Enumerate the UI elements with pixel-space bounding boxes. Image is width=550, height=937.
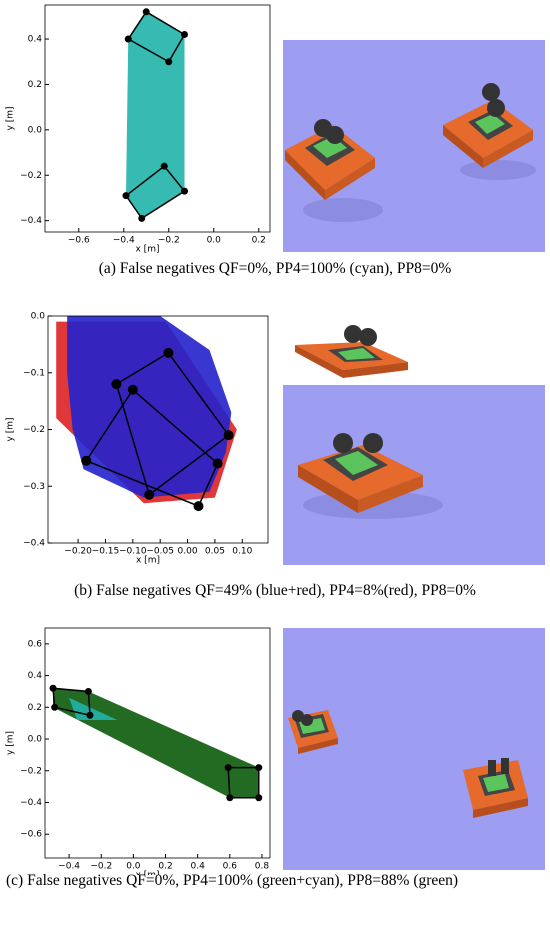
contact-point xyxy=(223,430,234,441)
x-tick-label: −0.15 xyxy=(92,547,120,557)
contact-point xyxy=(49,684,57,692)
y-tick-label: 0.0 xyxy=(28,125,43,135)
contact-point xyxy=(138,214,146,222)
y-axis-label: y [m] xyxy=(6,418,16,442)
contact-point xyxy=(160,162,168,170)
render-b-bottom xyxy=(283,385,545,565)
contact-point xyxy=(212,458,223,469)
contact-point xyxy=(181,31,188,39)
y-tick-label: −0.1 xyxy=(23,368,45,378)
contact-point xyxy=(255,794,263,802)
x-tick-label: 0.2 xyxy=(158,862,172,872)
y-tick-label: −0.4 xyxy=(23,539,45,549)
caption: (b) False negatives QF=49% (blue+red), P… xyxy=(74,582,476,599)
x-tick-label: −0.4 xyxy=(113,236,135,246)
contact-point xyxy=(86,711,94,719)
y-tick-label: −0.4 xyxy=(20,798,42,808)
x-tick-label: −0.05 xyxy=(146,547,174,557)
x-tick-label: −0.4 xyxy=(58,862,80,872)
plot-a: −0.6 −0.4 −0.2 0.0 0.2 −0.4 −0.2 0.0 0.2 0.4 x [m]… xyxy=(6,4,271,255)
y-tick-label: −0.3 xyxy=(23,482,45,492)
contact-point xyxy=(224,764,232,772)
region xyxy=(67,316,232,498)
axes-frame xyxy=(44,627,271,859)
x-tick-label: 0.0 xyxy=(126,862,141,872)
render-a xyxy=(283,40,545,252)
y-tick-label: 0.0 xyxy=(28,735,43,745)
y-tick-label: 0.2 xyxy=(28,80,42,90)
y-tick-label: −0.6 xyxy=(20,830,42,840)
contact-point xyxy=(111,379,122,390)
y-tick-label: 0.4 xyxy=(28,35,43,45)
axes-frame xyxy=(44,4,271,233)
y-axis-label: y [m] xyxy=(6,731,16,755)
y-tick-label: −0.2 xyxy=(20,766,42,776)
y-tick-label: −0.2 xyxy=(20,171,42,181)
x-tick-label: 0.0 xyxy=(207,236,222,246)
x-axis-label: x [m] xyxy=(136,871,160,876)
x-tick-label: 0.05 xyxy=(205,547,225,557)
y-tick-label: −0.2 xyxy=(23,425,45,435)
x-tick-label: 0.8 xyxy=(255,862,270,872)
y-tick-label: 0.0 xyxy=(31,312,46,322)
y-tick-label: 0.6 xyxy=(28,639,43,649)
render-b-top xyxy=(283,312,545,382)
render-c xyxy=(283,628,545,870)
x-tick-label: 0.4 xyxy=(191,862,206,872)
caption: (c) False negatives QF=0%, PP4=100% (gre… xyxy=(6,872,459,889)
contact-point xyxy=(51,703,59,711)
contact-point xyxy=(127,384,138,395)
region xyxy=(69,697,118,720)
contact-point xyxy=(181,187,188,195)
x-tick-label: −0.2 xyxy=(90,862,112,872)
x-axis-label: x [m] xyxy=(136,556,160,566)
x-tick-label: 0.6 xyxy=(223,862,238,872)
y-tick-label: −0.4 xyxy=(20,216,42,226)
y-tick-label: 0.2 xyxy=(28,703,42,713)
contact-point xyxy=(163,347,174,358)
x-tick-label: −0.2 xyxy=(158,236,180,246)
x-axis-label: x [m] xyxy=(136,245,160,255)
contact-point xyxy=(165,58,173,66)
y-axis-label: y [m] xyxy=(6,107,16,131)
contact-point xyxy=(144,489,155,500)
plot-c: −0.4 −0.2 0.0 0.2 0.4 0.6 0.8 −0.6 −0.4 −0.2 0.0 0.… xyxy=(6,627,271,876)
x-tick-label: −0.20 xyxy=(64,547,92,557)
plot-b: −0.20 −0.15 −0.10 −0.05 0.00 0.05 0.10 −0.4 −0.3… xyxy=(6,312,269,566)
x-tick-label: 0.2 xyxy=(252,236,266,246)
contact-point xyxy=(122,192,130,200)
contact-point xyxy=(255,764,263,772)
x-tick-label: 0.10 xyxy=(232,547,252,557)
contact-point xyxy=(81,455,92,466)
contact-point xyxy=(142,8,150,16)
contact-point xyxy=(84,687,92,695)
contact-point xyxy=(226,794,234,802)
x-tick-label: −0.6 xyxy=(68,236,90,246)
caption: (a) False negatives QF=0%, PP4=100% (cya… xyxy=(98,260,452,277)
x-tick-label: −0.10 xyxy=(119,547,147,557)
contact-point xyxy=(124,35,132,43)
contact-point xyxy=(193,501,204,512)
x-tick-label: 0.00 xyxy=(178,547,198,557)
y-tick-label: 0.4 xyxy=(28,671,43,681)
